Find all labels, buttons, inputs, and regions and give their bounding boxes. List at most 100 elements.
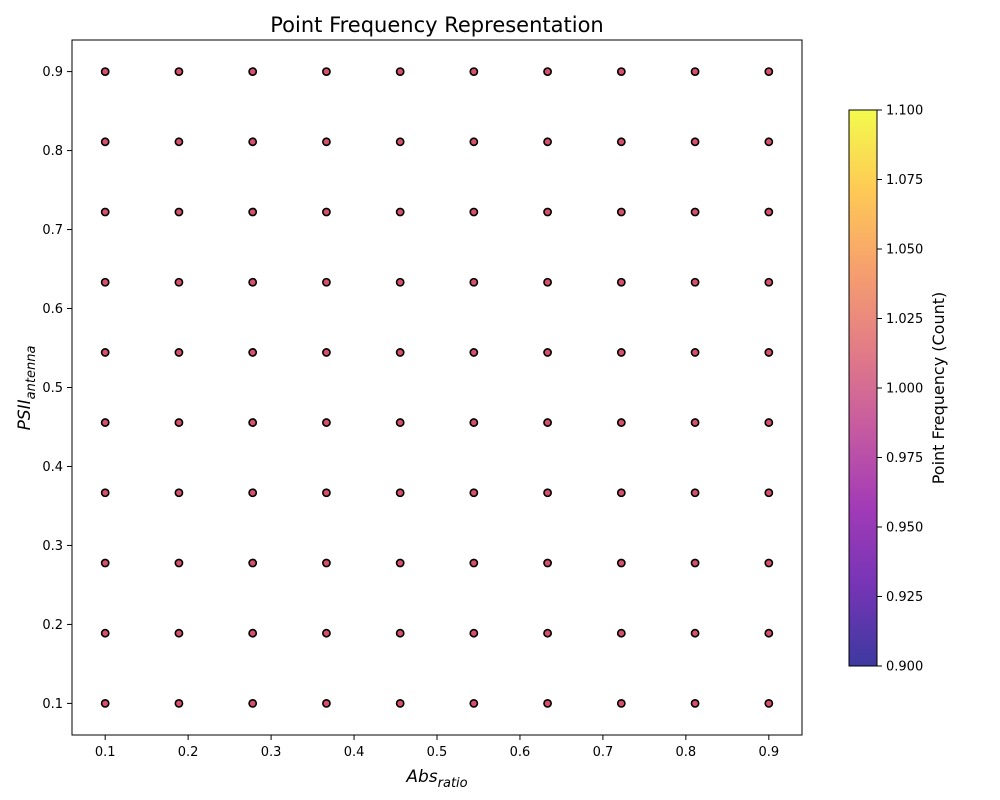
data-point-0-5 [100, 348, 110, 357]
data-point-5-4 [469, 418, 479, 427]
data-point-5-5 [469, 348, 479, 357]
data-point-5-7 [469, 207, 479, 217]
data-point-4-3 [395, 488, 405, 498]
data-point-9-9 [764, 67, 774, 76]
y-axis-label: PSIIantenna [15, 346, 39, 431]
data-point-3-1 [322, 628, 331, 638]
data-point-8-6 [690, 277, 700, 287]
data-point-8-7 [690, 207, 700, 217]
data-point-8-1 [690, 628, 700, 638]
data-point-7-4 [616, 418, 626, 427]
data-point-6-6 [543, 277, 552, 287]
data-point-3-9 [322, 67, 331, 76]
data-point-8-8 [690, 137, 700, 147]
data-point-0-1 [100, 628, 110, 638]
data-point-1-2 [174, 558, 184, 568]
data-point-7-5 [616, 348, 626, 357]
colorbar-tick-label-7: 1.075 [886, 173, 923, 188]
data-point-5-9 [469, 67, 479, 76]
y-tick-label-4: 0.5 [42, 381, 63, 396]
data-point-5-6 [469, 277, 479, 287]
data-point-7-8 [616, 137, 626, 147]
data-point-9-7 [764, 207, 774, 217]
y-tick-label-8: 0.9 [42, 65, 63, 80]
y-tick-label-2: 0.3 [42, 539, 63, 554]
data-point-7-1 [616, 628, 626, 638]
x-tick-label-8: 0.9 [758, 745, 779, 760]
data-point-5-0 [469, 699, 479, 708]
colorbar-tick-label-5: 1.025 [886, 312, 923, 327]
data-point-6-7 [543, 207, 552, 217]
x-tick-label-6: 0.7 [593, 745, 614, 760]
colorbar-tick-label-4: 1.000 [886, 382, 923, 397]
colorbar-tick-label-1: 0.925 [886, 590, 923, 605]
data-point-3-5 [322, 348, 331, 357]
x-tick-label-1: 0.2 [178, 745, 199, 760]
data-point-9-8 [764, 137, 774, 147]
data-point-2-7 [248, 207, 258, 217]
data-point-3-6 [322, 277, 331, 287]
data-point-1-0 [174, 699, 184, 708]
data-point-9-4 [764, 418, 774, 427]
x-tick-label-7: 0.8 [676, 745, 697, 760]
data-point-1-1 [174, 628, 184, 638]
data-point-8-0 [690, 699, 700, 708]
data-point-2-3 [248, 488, 258, 498]
points-layer [100, 67, 774, 708]
data-point-3-7 [322, 207, 331, 217]
y-axis: 0.1 0.2 0.3 0.4 0.5 0.6 0.7 0.8 0.9 [42, 65, 72, 712]
x-tick-label-4: 0.5 [427, 745, 448, 760]
data-point-6-1 [543, 628, 552, 638]
data-point-0-7 [100, 207, 110, 217]
data-point-3-2 [322, 558, 331, 568]
data-point-5-2 [469, 558, 479, 568]
y-tick-label-0: 0.1 [42, 697, 63, 712]
data-point-1-7 [174, 207, 184, 217]
data-point-2-4 [248, 418, 258, 427]
x-axis-label-sub: ratio [438, 776, 468, 791]
data-point-4-0 [395, 699, 405, 708]
data-point-2-1 [248, 628, 258, 638]
colorbar-gradient [849, 110, 877, 666]
data-point-6-5 [543, 348, 552, 357]
data-point-4-1 [395, 628, 405, 638]
data-point-8-2 [690, 558, 700, 568]
data-point-9-2 [764, 558, 774, 568]
data-point-5-8 [469, 137, 479, 147]
data-point-7-7 [616, 207, 626, 217]
data-point-3-8 [322, 137, 331, 147]
data-point-3-4 [322, 418, 331, 427]
data-point-4-9 [395, 67, 405, 76]
data-point-9-0 [764, 699, 774, 708]
colorbar-tick-label-8: 1.100 [886, 104, 923, 119]
data-point-2-2 [248, 558, 258, 568]
y-tick-label-1: 0.2 [42, 618, 63, 633]
x-axis-label-base: Abs [405, 767, 437, 787]
y-tick-label-5: 0.6 [42, 302, 63, 317]
y-tick-label-6: 0.7 [42, 223, 63, 238]
data-point-1-9 [174, 67, 184, 76]
y-tick-label-3: 0.4 [42, 460, 63, 475]
data-point-7-0 [616, 699, 626, 708]
data-point-2-6 [248, 277, 258, 287]
x-axis: 0.1 0.2 0.3 0.4 0.5 0.6 0.7 0.8 0.9 [95, 735, 779, 760]
data-point-3-3 [322, 488, 331, 498]
x-tick-label-2: 0.3 [261, 745, 282, 760]
data-point-0-6 [100, 277, 110, 287]
colorbar-tick-label-6: 1.050 [886, 243, 923, 258]
colorbar-tick-label-3: 0.975 [886, 451, 923, 466]
data-point-2-8 [248, 137, 258, 147]
data-point-0-9 [100, 67, 110, 76]
x-axis-label: Absratio [405, 767, 467, 791]
data-point-0-0 [100, 699, 110, 708]
data-point-6-8 [543, 137, 552, 147]
data-point-1-8 [174, 137, 184, 147]
data-point-6-0 [543, 699, 552, 708]
data-point-8-5 [690, 348, 700, 357]
data-point-6-3 [543, 488, 552, 498]
y-axis-label-sub: antenna [24, 346, 39, 400]
data-point-9-3 [764, 488, 774, 498]
data-point-2-9 [248, 67, 258, 76]
data-point-7-6 [616, 277, 626, 287]
